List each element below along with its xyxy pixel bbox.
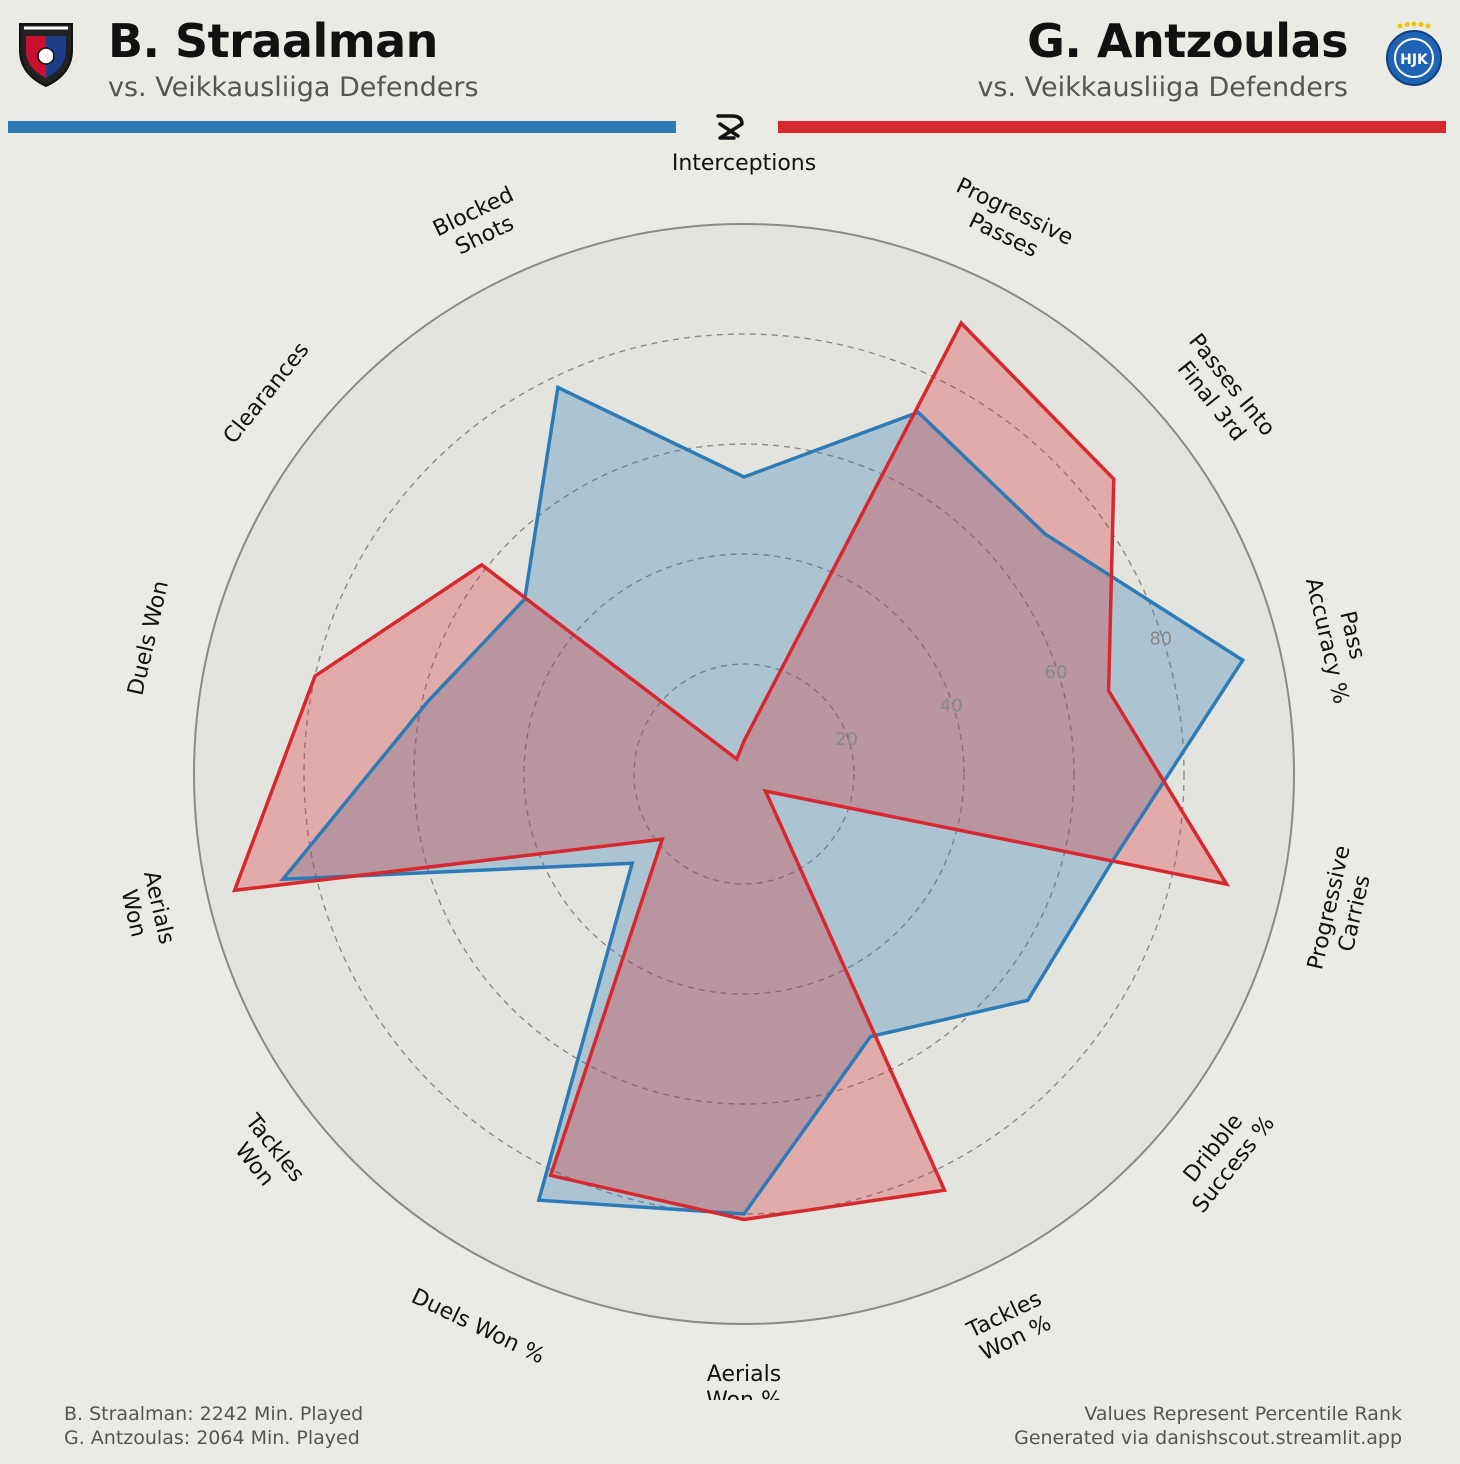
comparison-subtitle-left: vs. Veikkausliiga Defenders [108,72,479,103]
radar-axis-label: Clearances [219,338,315,449]
radar-tick-labels: 20 40 60 80 [835,629,1172,751]
comparison-subtitle-right: vs. Veikkausliiga Defenders [977,72,1348,103]
radar-axis-label-line: Won % [706,1388,782,1400]
radar-axis-label: PassAccuracy % [1300,570,1378,706]
radar-axis-label: Interceptions [672,151,816,176]
radar-area-series-1 [282,387,1243,1214]
generated-via-note: Generated via danishscout.streamlit.app [1014,1427,1402,1449]
minutes-played-left: B. Straalman: 2242 Min. Played [64,1403,364,1425]
radar-tick-label: 60 [1045,662,1068,683]
player-color-bar-left [8,121,676,133]
radar-axis-label-line: Clearances [219,338,315,449]
percentile-note: Values Represent Percentile Rank [1084,1403,1402,1425]
radar-axis-label: AerialsWon [113,869,179,953]
player-name-right: G. Antzoulas [1027,14,1348,68]
radar-axis-label: TacklesWon % [962,1287,1056,1368]
player-name-left: B. Straalman [108,14,438,68]
radar-grid-ring [303,333,1185,1215]
radar-tick-label: 20 [835,729,858,750]
chart-credit-note: Values Represent Percentile Rank Generat… [1014,1402,1402,1450]
radar-axis-label-line: Duels Won [124,578,174,697]
radar-axis-label: DribbleSuccess % [1167,1095,1280,1218]
radar-axis-label-line: Aerials [707,1362,781,1387]
radar-grid [193,223,1295,1325]
hjk-crest-icon: HJK [1386,21,1442,86]
player-color-bar-right [778,121,1446,133]
radar-tick-label: 40 [940,696,963,717]
radar-axis-label: Duels Won [124,578,174,697]
radar-chart: 20 40 60 80 Interceptions ProgressivePasses P… [113,151,1381,1400]
radar-axis-label: Duels Won % [407,1284,548,1369]
inter-turku-crest-icon [19,23,73,88]
minutes-played-note: B. Straalman: 2242 Min. Played G. Antzou… [64,1402,363,1450]
svg-text:HJK: HJK [1400,52,1429,68]
radar-axis-label: ProgressivePasses [941,174,1077,275]
radar-grid-ring [413,443,1075,1105]
radar-grid-ring [523,553,965,995]
radar-axis-label: TacklesWon [219,1109,309,1204]
radar-area-series-2 [234,323,1227,1220]
radar-grid-ring [633,663,855,885]
radar-axis-label-line: Duels Won % [407,1284,548,1369]
radar-outer-ring [193,223,1295,1325]
radar-series [231,320,1246,1222]
minutes-played-right: G. Antzoulas: 2064 Min. Played [64,1427,360,1449]
radar-axis-label-line: Interceptions [672,151,816,176]
radar-axis-label: BlockedShots [429,182,529,265]
radar-axis-label: ProgressiveCarries [1303,843,1381,978]
radar-line-series-2 [231,320,1231,1222]
danishscout-logo-icon [716,114,744,140]
radar-axis-label: AerialsWon % [706,1362,782,1400]
radar-tick-label: 80 [1149,629,1172,650]
